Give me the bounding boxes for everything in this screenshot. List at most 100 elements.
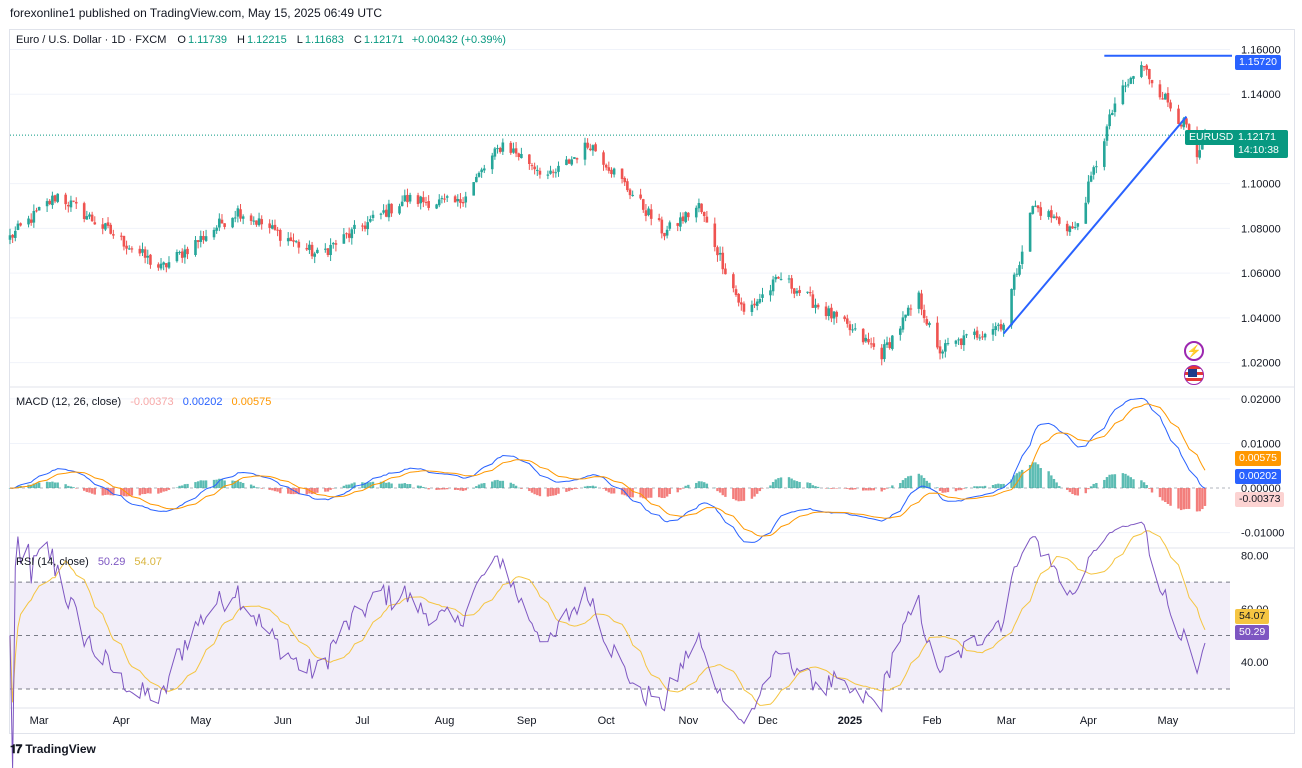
candle-body [223,223,226,227]
macd-line-tag: 0.00202 [1235,469,1281,484]
candle-body [1169,102,1172,109]
candle-body [480,169,483,173]
macd-histogram-bar [350,483,354,489]
candle-body [557,165,560,172]
candle-body [946,343,950,345]
footer-brand[interactable]: 𝟏𝟕 TradingView [10,742,96,757]
candle-body [668,222,672,229]
candle-body [790,278,793,289]
candle-body [453,196,457,203]
macd-histogram-bar [75,488,78,489]
candle-body [1020,251,1024,265]
candle-body [165,263,168,268]
candle-body [35,210,38,212]
candle-body [832,311,836,319]
price-tick-label: 1.08000 [1241,223,1281,235]
candle-body [1076,223,1080,227]
macd-histogram-bar [104,488,107,495]
macd-histogram-bar [138,488,142,496]
macd-histogram-bar [583,486,587,489]
candle-body [53,195,57,202]
lightning-icon[interactable]: ⚡ [1184,341,1204,361]
candle-body [1177,108,1180,124]
candle-body [1121,85,1125,105]
price-legend: Euro / U.S. Dollar · 1D · FXCM O 1.11739 … [16,34,508,46]
candle-body [843,316,846,320]
macd-histogram-bar [650,488,653,498]
candle-body [769,290,772,296]
macd-histogram-bar [130,488,134,496]
macd-histogram-bar [732,488,735,500]
candle-body [1047,211,1050,217]
macd-histogram-bar [252,485,255,489]
candle-body [445,196,449,198]
macd-histogram-bar [146,488,149,494]
macd-histogram-bar [520,488,523,489]
candle-body [422,197,425,203]
candle-body [975,330,979,338]
candle-body [721,252,725,270]
candle-body [390,203,393,214]
macd-histogram-bar [1164,488,1167,503]
macd-histogram-bar [999,484,1003,489]
macd-histogram-bar [438,488,441,490]
candle-body [959,338,963,346]
candle-body [1161,98,1164,100]
macd-histogram-bar [962,488,966,489]
macd-histogram-bar [313,488,316,494]
time-axis-label: Nov [679,715,699,727]
macd-histogram-bar [867,488,870,491]
candle-body [999,324,1003,330]
trend-line [1002,115,1188,335]
candle-body [1163,93,1167,100]
time-axis-label: May [190,715,211,727]
candle-body [289,237,293,242]
macd-histogram-bar [1203,488,1207,506]
candle-body [1198,150,1202,158]
candle-body [490,155,494,170]
candle-body [45,201,49,207]
candle-body [329,244,332,256]
candle-body [498,147,502,152]
chart-frame [9,29,1295,734]
low-label: L [296,34,303,46]
macd-tick-label: -0.01000 [1241,528,1284,540]
candle-body [220,219,224,224]
candle-body [687,212,690,218]
candle-body [1132,76,1135,79]
candle-body [127,248,131,250]
macd-histogram-bar [602,488,605,489]
candle-body [313,253,317,257]
us-flag-icon[interactable] [1184,365,1204,385]
candle-body [1124,85,1127,87]
candle-body [917,292,921,309]
candle-body [631,194,634,196]
macd-histogram-bar [316,488,319,493]
candle-body [125,245,128,249]
macd-histogram-bar [880,488,883,492]
time-axis-label: Aug [435,715,455,727]
macd-histogram-bar [843,488,846,489]
macd-histogram-bar [589,486,592,489]
candle-body [1150,79,1154,84]
candle-body [864,337,868,342]
candle-body [586,142,589,148]
candle-body [29,219,33,223]
candle-body [308,244,311,250]
macd-histogram-bar [538,488,542,497]
candle-body [398,206,401,214]
macd-histogram-bar [695,482,698,489]
macd-histogram-bar [491,481,494,489]
macd-histogram-bar [1095,483,1098,489]
candle-body [1039,207,1043,216]
macd-histogram-bar [310,488,314,495]
macd-histogram-bar [668,488,671,495]
candle-body [353,224,356,230]
macd-histogram-bar [1113,474,1117,489]
candle-body [159,263,163,269]
candle-body [122,235,126,247]
macd-histogram-bar [769,485,772,489]
time-axis-label: Sep [517,715,537,727]
candle-body [705,216,709,223]
